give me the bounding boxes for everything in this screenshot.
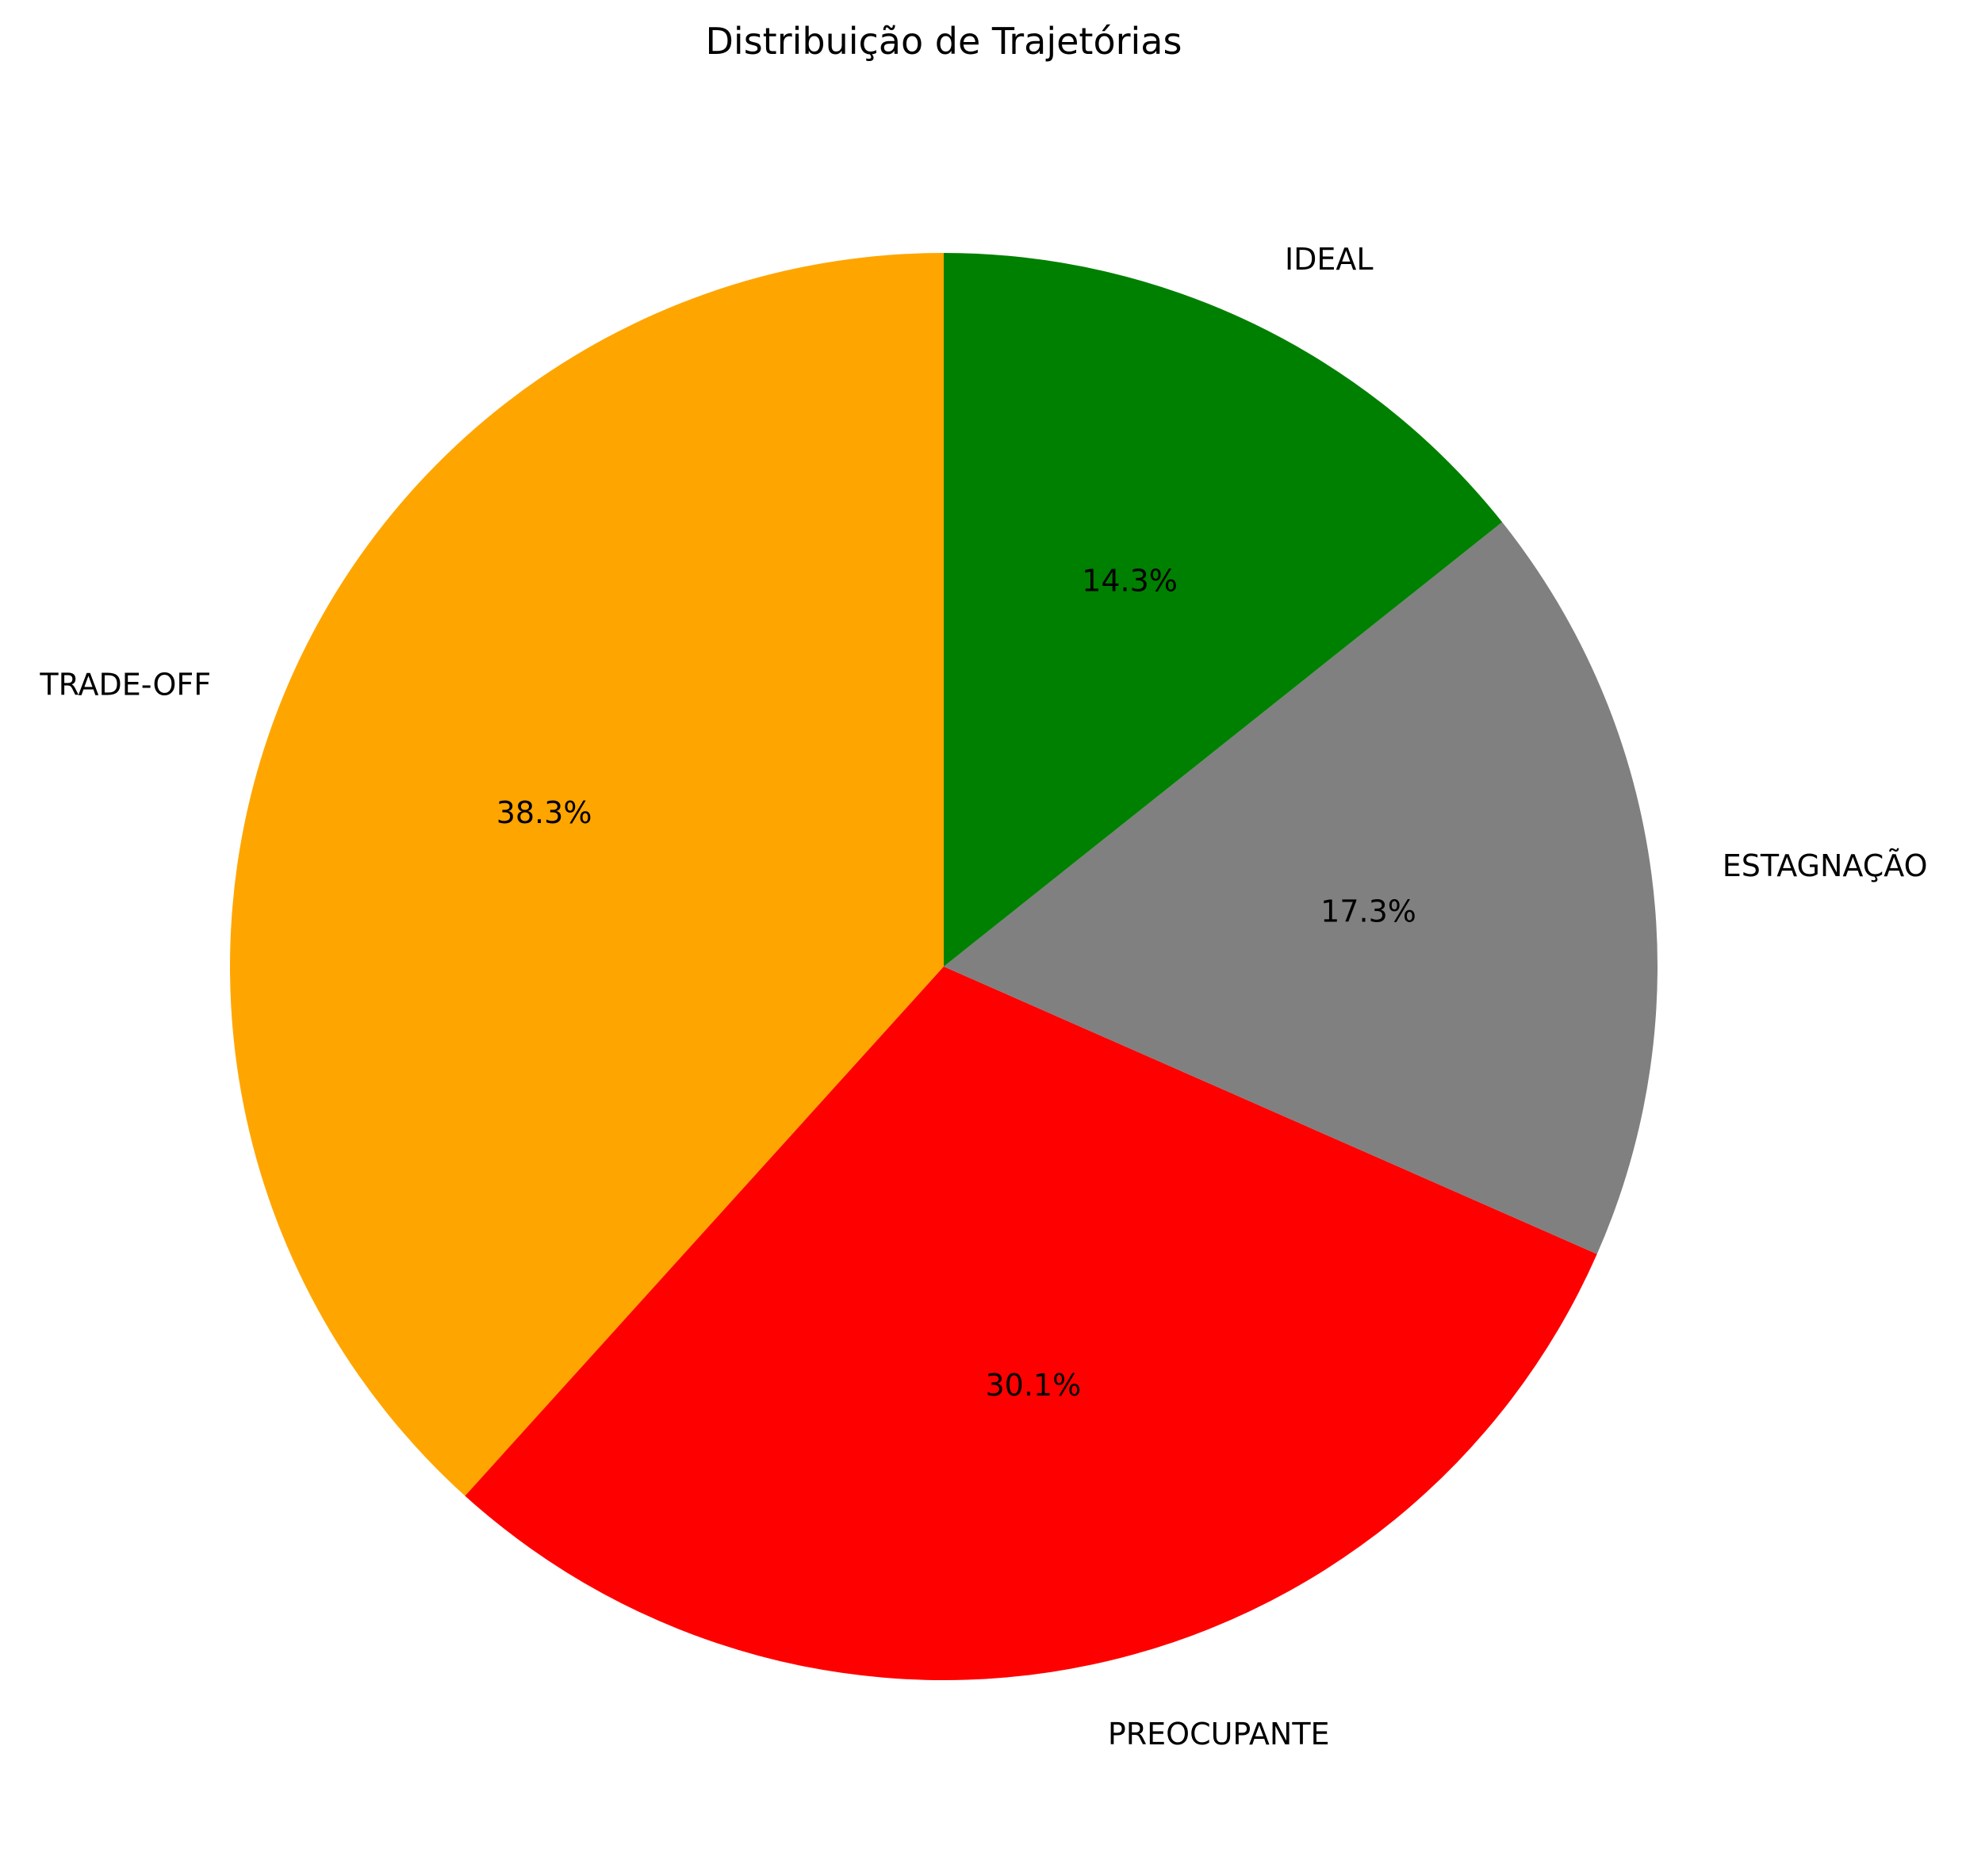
- pct-label-trade-off: 38.3%: [496, 795, 592, 830]
- slice-label-preocupante: PREOCUPANTE: [1108, 1717, 1330, 1752]
- pie-slice-trade-off: [229, 253, 944, 1496]
- pct-label-estagnacao: 17.3%: [1320, 894, 1416, 929]
- pct-label-preocupante: 30.1%: [985, 1368, 1081, 1403]
- pie-slice-ideal: [944, 253, 1503, 967]
- labels-layer: TRADE-OFF 38.3% PREOCUPANTE 30.1% ESTAGNAÇÃO…: [39, 242, 1927, 1752]
- pie-slice-preocupante: [465, 967, 1597, 1681]
- chart-title: Distribuição de Trajetórias: [706, 20, 1182, 63]
- slice-label-estagnacao: ESTAGNAÇÃO: [1723, 848, 1928, 883]
- slice-label-ideal: IDEAL: [1285, 242, 1374, 277]
- slices-layer: [229, 253, 1658, 1681]
- slice-label-trade-off: TRADE-OFF: [39, 667, 211, 702]
- pct-label-ideal: 14.3%: [1082, 564, 1178, 599]
- pie-slice-estagnacao: [944, 522, 1658, 1254]
